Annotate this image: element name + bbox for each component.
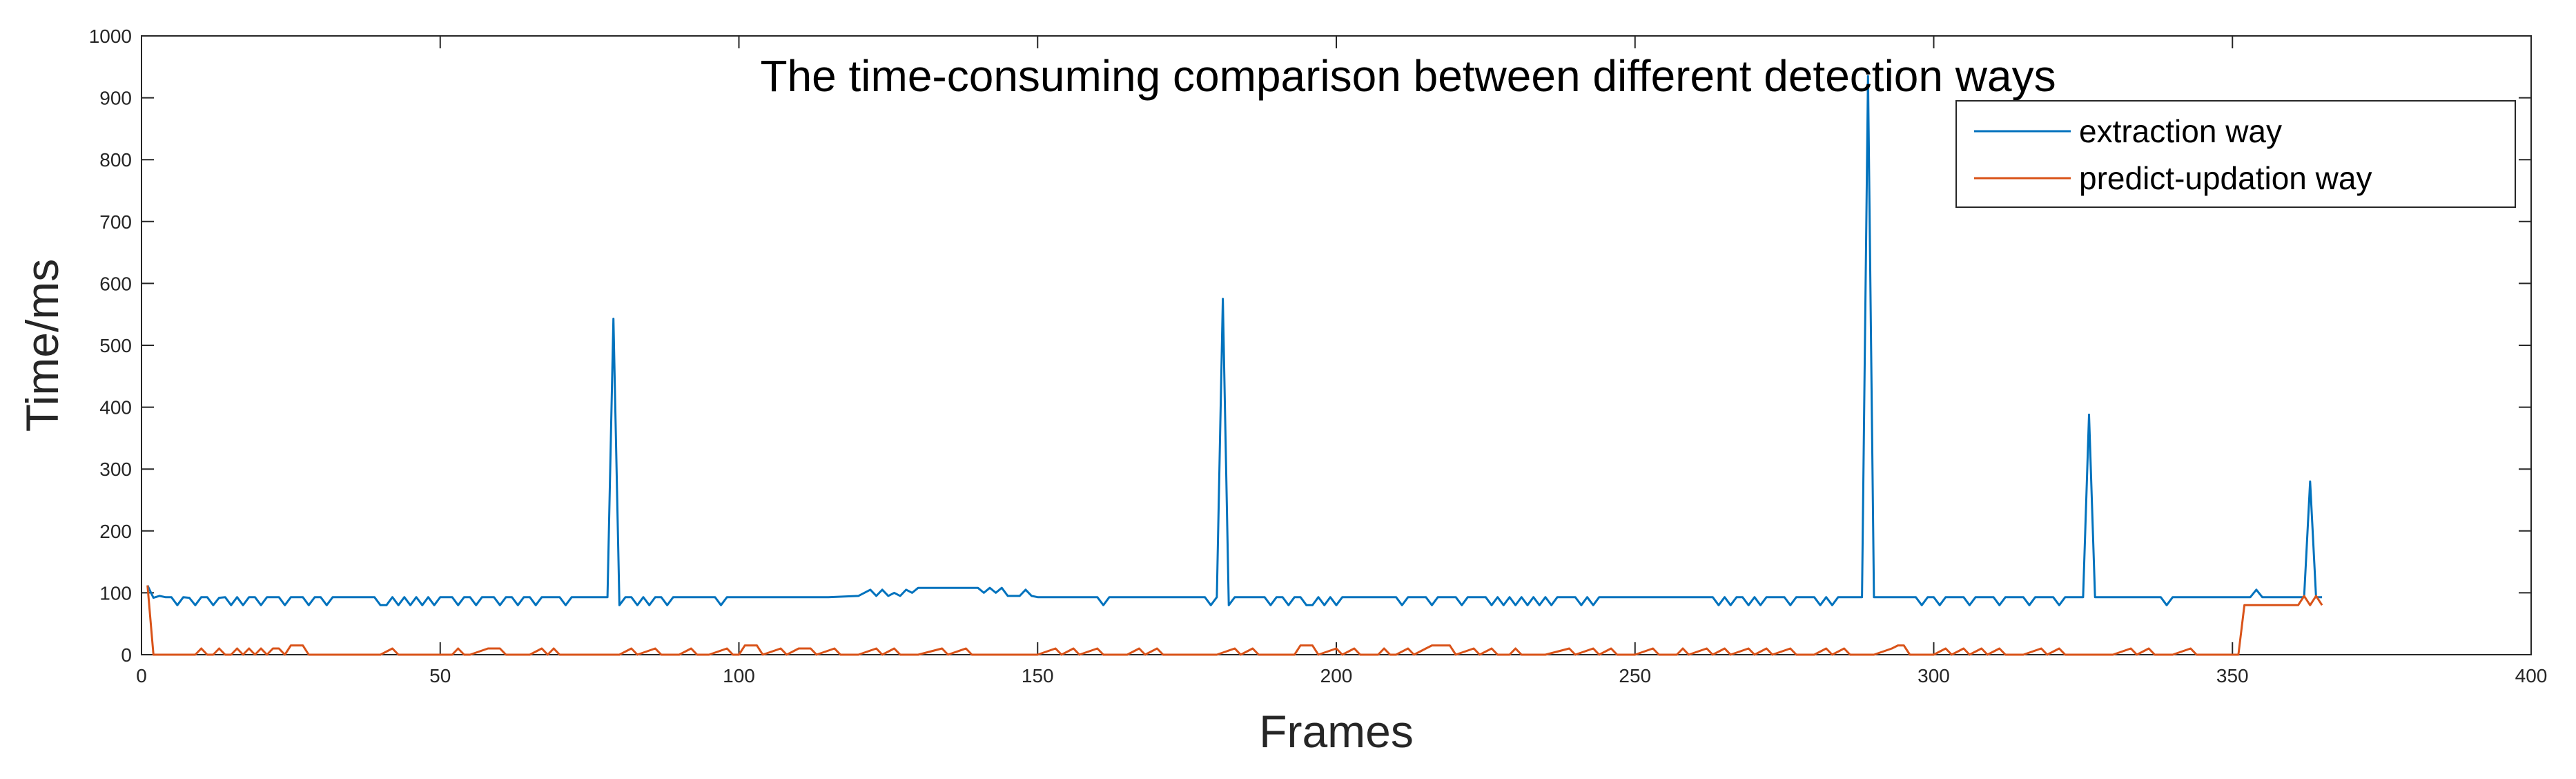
y-tick-label: 500: [99, 335, 132, 356]
series-layer: [146, 75, 2323, 656]
chart-title: The time-consuming comparison between di…: [760, 51, 2056, 101]
x-axis-title: Frames: [1259, 706, 1414, 757]
legend-label-predict-updation-way: predict-updation way: [2079, 160, 2372, 196]
x-tick-label: 150: [1022, 665, 1054, 686]
x-tick-label: 200: [1320, 665, 1353, 686]
x-axis-ticks: 0 50 100 150 200 250 300 350 400: [136, 36, 2547, 686]
y-tick-label: 700: [99, 211, 132, 233]
x-tick-label: 300: [1918, 665, 1950, 686]
series-line-extraction-way: [146, 75, 2323, 606]
series-line-predict-updation-way: [146, 585, 2323, 656]
y-tick-label: 200: [99, 521, 132, 542]
y-tick-label: 0: [121, 644, 132, 666]
y-tick-label: 1000: [89, 26, 132, 47]
x-tick-label: 0: [136, 665, 147, 686]
legend-label-extraction-way: extraction way: [2079, 113, 2282, 149]
legend-box: [1955, 100, 2516, 208]
y-tick-label: 800: [99, 149, 132, 171]
x-tick-label: 250: [1619, 665, 1651, 686]
y-tick-label: 900: [99, 88, 132, 109]
y-tick-label: 100: [99, 582, 132, 604]
x-tick-label: 350: [2216, 665, 2249, 686]
x-tick-label: 100: [723, 665, 755, 686]
y-tick-label: 300: [99, 459, 132, 480]
y-axis-title: Time/ms: [17, 259, 68, 432]
legend: extraction way predict-updation way: [1955, 100, 2516, 208]
y-axis-ticks: 0 100 200 300 400 500 600 700 800 900 1000: [89, 26, 2531, 666]
y-tick-label: 600: [99, 273, 132, 294]
x-tick-label: 400: [2515, 665, 2548, 686]
y-tick-label: 400: [99, 397, 132, 419]
x-tick-label: 50: [429, 665, 451, 686]
